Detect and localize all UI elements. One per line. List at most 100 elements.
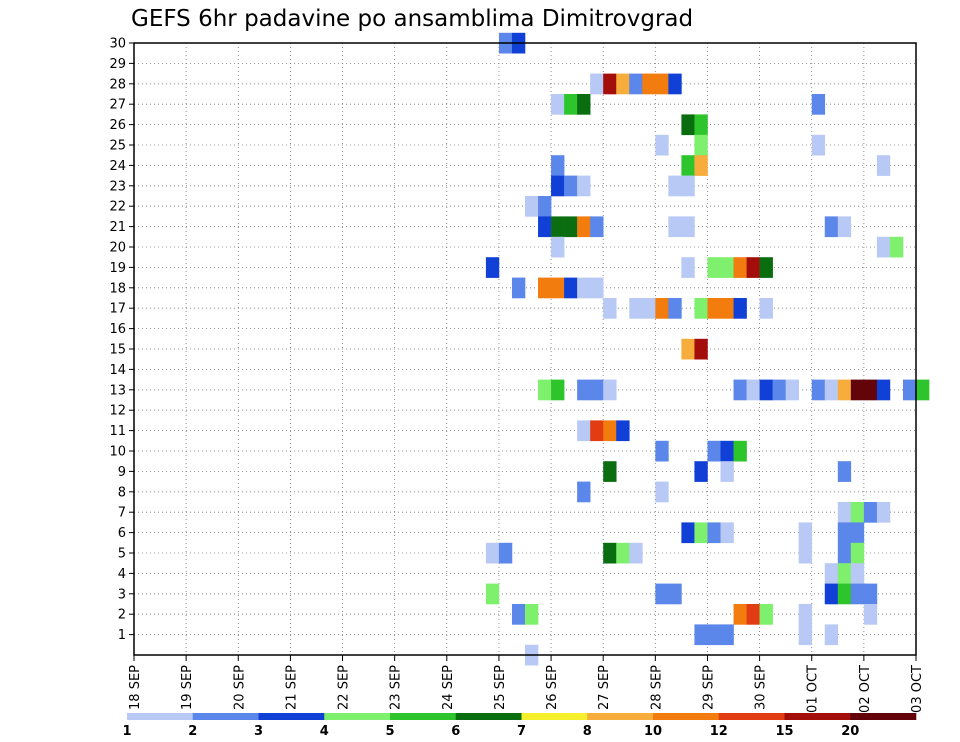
precip-cell <box>681 522 695 544</box>
y-tick-label: 26 <box>109 118 126 133</box>
precip-cell <box>616 73 630 95</box>
precip-cell <box>590 73 604 95</box>
precip-cell <box>681 257 695 278</box>
precip-cell <box>603 420 617 442</box>
precip-cell <box>616 542 630 564</box>
y-tick-label: 7 <box>118 506 126 521</box>
precip-cell <box>876 502 891 523</box>
y-tick-label: 19 <box>109 261 126 276</box>
precip-cell <box>733 440 747 462</box>
precip-cell <box>590 216 604 238</box>
precip-cell <box>837 379 852 401</box>
precip-cell <box>876 155 891 176</box>
precip-cell <box>551 379 565 401</box>
colorbar-segment <box>718 713 785 720</box>
precip-cell <box>876 236 891 258</box>
colorbar-segment <box>324 713 391 720</box>
precip-cell <box>707 257 721 278</box>
colorbar-label: 15 <box>775 724 793 739</box>
precip-cell <box>720 440 734 462</box>
precip-cell <box>564 216 578 238</box>
precip-cell <box>525 196 539 217</box>
x-tick-label: 28 SEP <box>649 665 664 710</box>
x-tick-label: 26 SEP <box>545 665 560 710</box>
x-tick-label: 20 SEP <box>232 665 247 710</box>
y-tick-label: 12 <box>109 404 126 419</box>
y-tick-label: 6 <box>118 526 126 541</box>
precip-cell <box>811 379 826 401</box>
precip-cell <box>603 542 617 564</box>
precip-cell <box>603 298 617 319</box>
precip-cell <box>824 563 839 584</box>
precip-cell <box>824 624 839 646</box>
colorbar-segment <box>192 713 259 720</box>
precip-cell <box>746 379 760 401</box>
precip-cell <box>668 583 682 605</box>
precip-cell <box>850 522 865 544</box>
precip-cell <box>590 379 604 401</box>
precip-cell <box>850 563 865 584</box>
precip-cell <box>485 257 500 278</box>
colorbar-label: 8 <box>583 724 592 739</box>
x-axis: 18 SEP 19 SEP 20 SEP 21 SEP 22 SEP 23 SEP 24 S… <box>128 655 925 713</box>
precip-cell <box>694 155 708 176</box>
y-tick-label: 2 <box>118 608 126 623</box>
colorbar-segment <box>784 713 851 720</box>
x-tick-label: 22 SEP <box>337 665 352 710</box>
precip-cell <box>603 73 617 95</box>
colorbar-label: 20 <box>841 724 859 739</box>
x-tick-label: 24 SEP <box>441 665 456 710</box>
precip-cell <box>642 298 656 319</box>
precip-cell <box>577 420 591 442</box>
precip-cell <box>733 379 747 401</box>
precip-cell <box>811 94 826 115</box>
precip-cell <box>538 216 552 238</box>
colorbar-segment <box>653 713 720 720</box>
y-tick-label: 23 <box>109 179 126 194</box>
colorbar-label: 5 <box>385 724 394 739</box>
precip-cell <box>668 73 682 95</box>
x-tick-label: 18 SEP <box>128 665 143 710</box>
precip-cell <box>746 604 760 625</box>
precip-cell <box>785 379 799 401</box>
precip-cell <box>720 624 734 646</box>
precip-cell <box>577 379 591 401</box>
x-tick-label: 21 SEP <box>284 665 299 710</box>
precip-cell <box>694 298 708 319</box>
y-tick-label: 21 <box>109 220 126 235</box>
precip-cell <box>694 624 708 646</box>
precip-cell <box>759 298 773 319</box>
y-tick-label: 13 <box>109 383 126 398</box>
colorbar-label: 3 <box>254 724 263 739</box>
precip-cell <box>850 542 865 564</box>
precip-cell <box>655 440 669 462</box>
y-tick-label: 14 <box>109 363 126 378</box>
precip-cell <box>603 461 617 482</box>
precip-cell <box>720 257 734 278</box>
precip-cell <box>511 604 526 625</box>
precip-cell <box>824 379 839 401</box>
x-tick-label: 29 SEP <box>701 665 716 710</box>
y-tick-label: 18 <box>109 281 126 296</box>
precip-cell <box>733 604 747 625</box>
chart-title: GEFS 6hr padavine po ansamblima Dimitrov… <box>131 6 693 32</box>
y-tick-label: 16 <box>109 322 126 337</box>
y-tick-label: 11 <box>109 424 126 439</box>
precip-cell <box>551 155 565 176</box>
colorbar-label: 1 <box>122 724 131 739</box>
colorbar-label: 4 <box>320 724 329 739</box>
colorbar-label: 7 <box>517 724 526 739</box>
precip-cell <box>759 257 773 278</box>
precip-cell <box>889 236 904 258</box>
precip-cell <box>668 298 682 319</box>
precip-cell <box>837 563 852 584</box>
precip-cell <box>577 216 591 238</box>
x-tick-label: 25 SEP <box>493 665 508 710</box>
colorbar-segment <box>455 713 522 720</box>
precip-cell <box>498 542 513 564</box>
precip-cell <box>681 114 695 136</box>
y-tick-label: 9 <box>118 465 126 480</box>
colorbar-segment <box>850 713 917 720</box>
y-axis: 1234567891011121314151617181920212223242… <box>109 37 134 643</box>
